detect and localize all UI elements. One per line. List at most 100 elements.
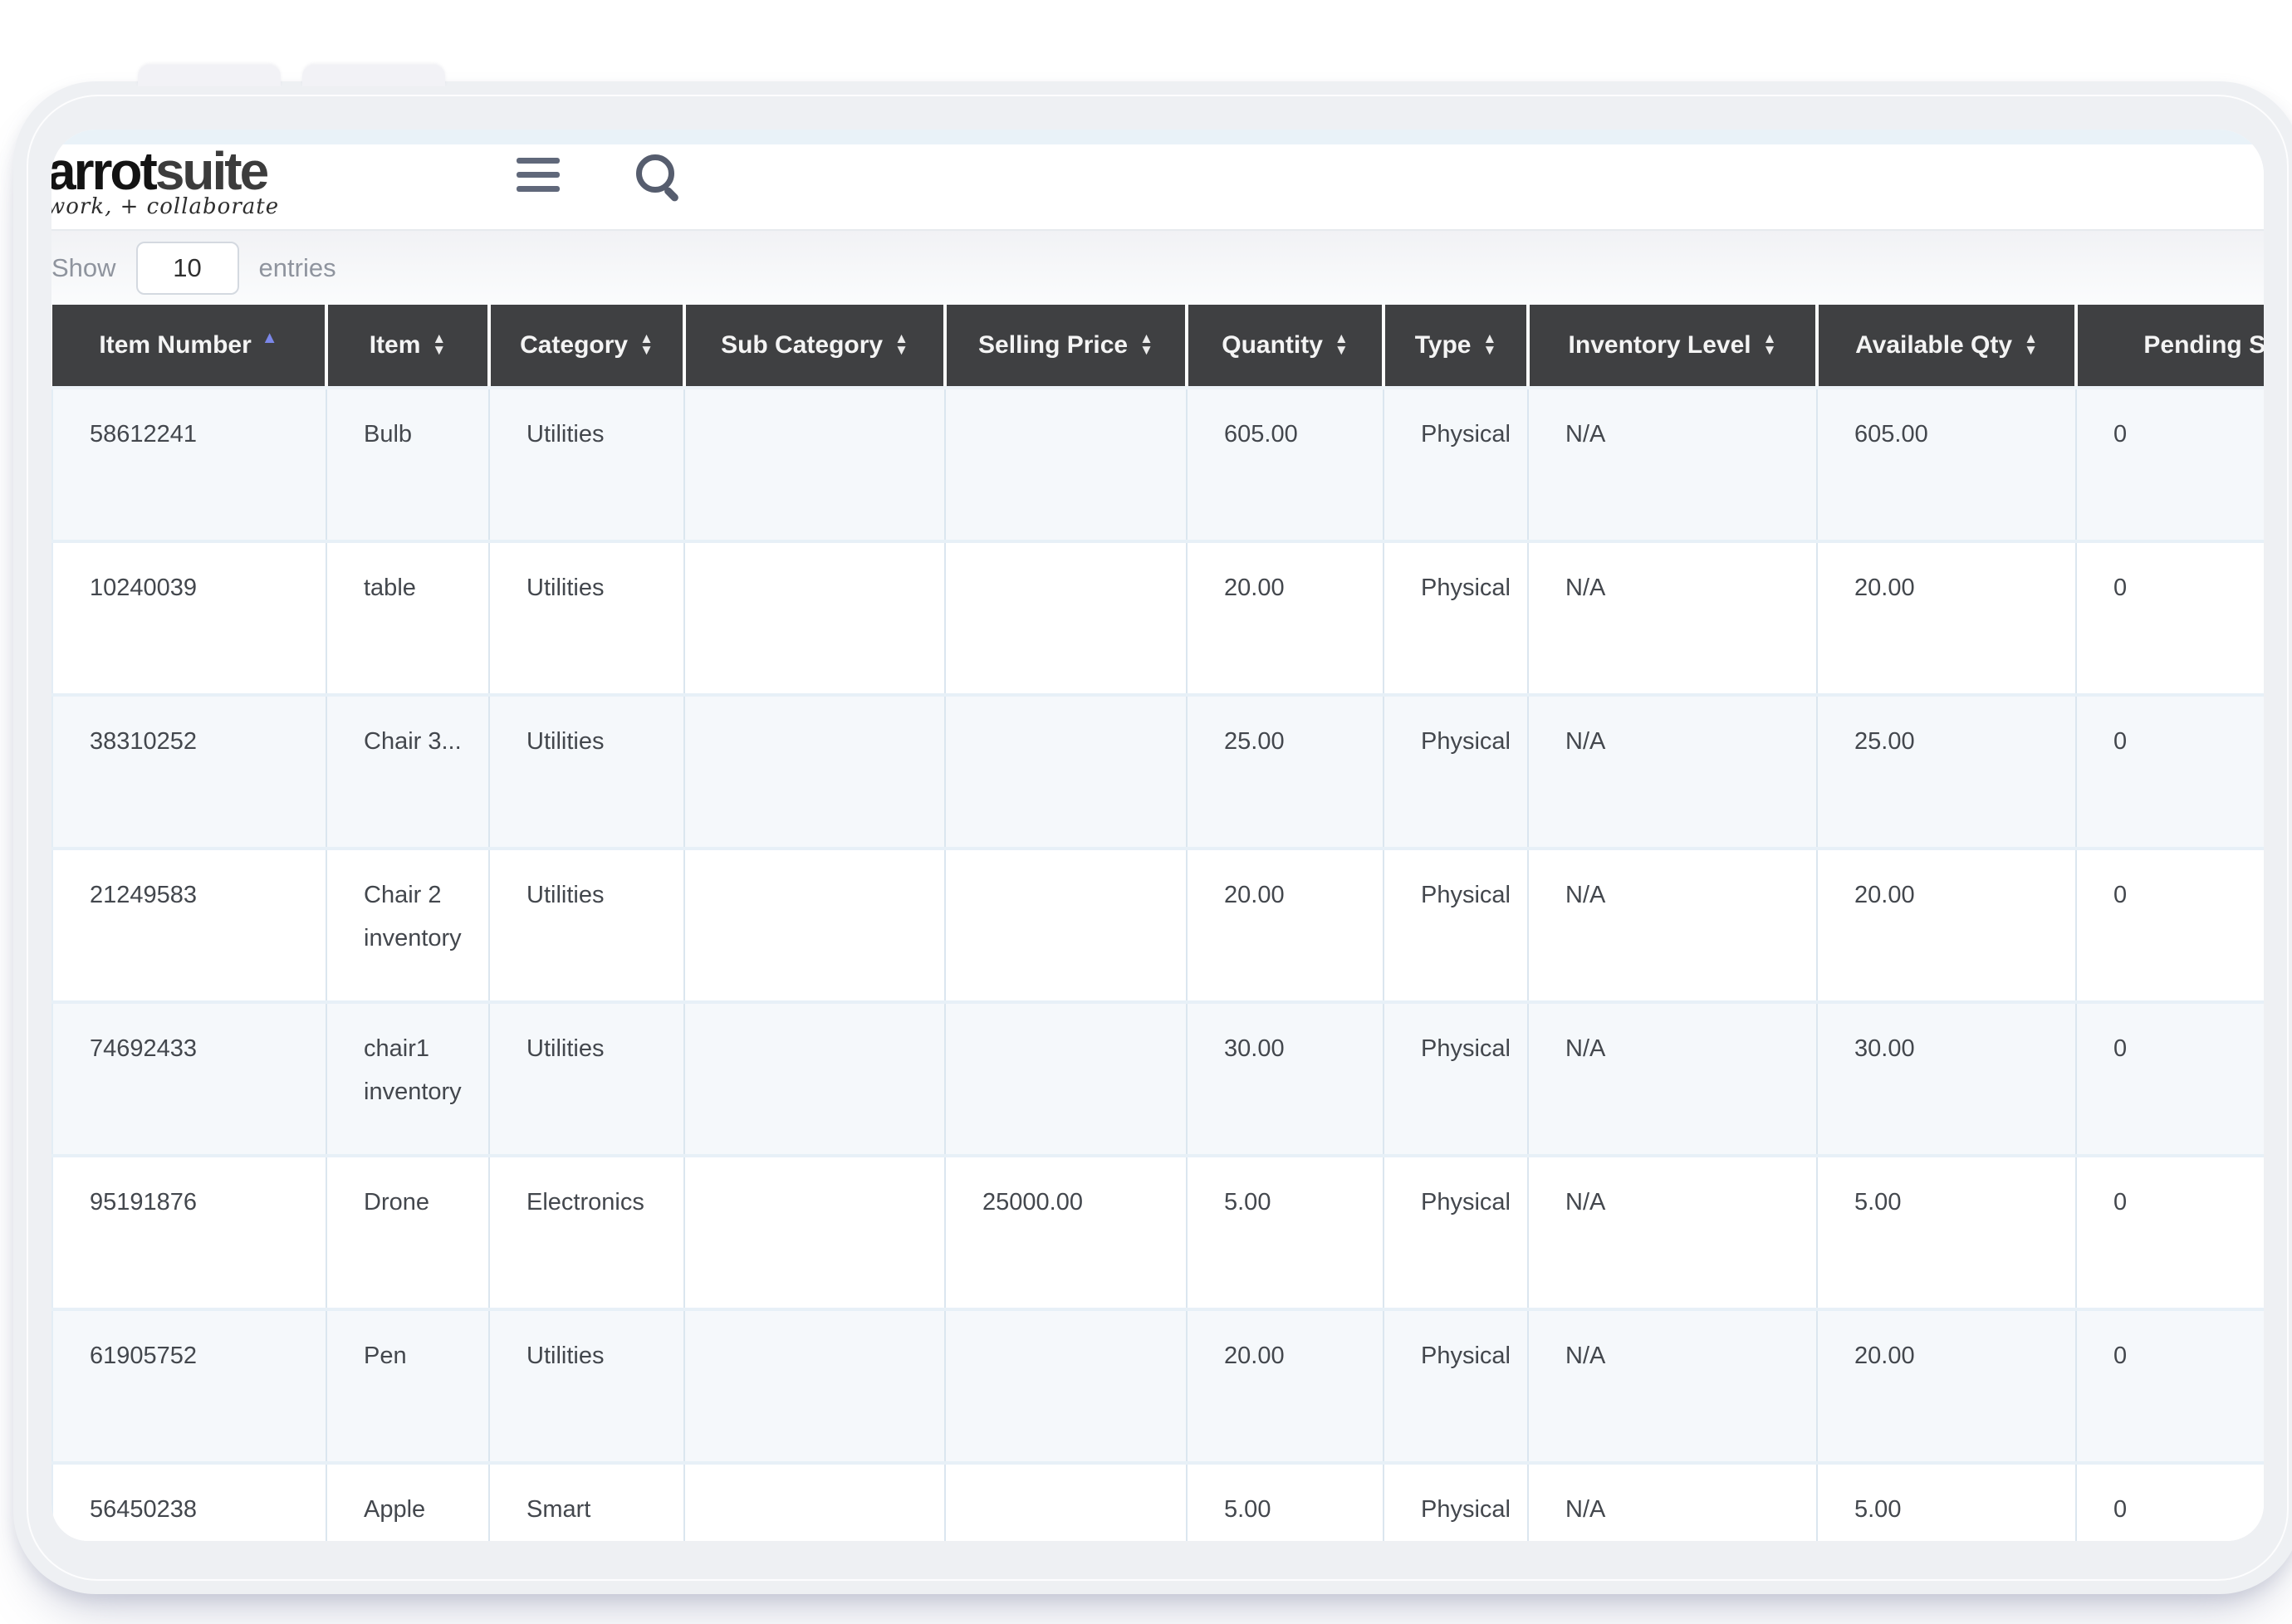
table-cell: chair1 inventory bbox=[326, 1002, 490, 1157]
sort-ascending-icon: ▲ bbox=[261, 329, 278, 347]
device-frame: arrotsuite work, + collaborate Show entr… bbox=[13, 65, 2292, 1594]
table-cell bbox=[945, 849, 1188, 1004]
table-cell bbox=[945, 388, 1188, 543]
inventory-table-container: Item Number ▲ Item ▲ ▼ Category ▲ ▼ Sub Category… bbox=[51, 305, 2264, 1541]
table-cell: 5.00 bbox=[1817, 1156, 2077, 1311]
table-row: 10240039 table Utilities 20.00 Physical N/A 20… bbox=[51, 541, 2264, 697]
table-cell: Utilities bbox=[489, 388, 685, 543]
table-cell: 20.00 bbox=[1187, 541, 1384, 697]
table-cell: Utilities bbox=[489, 541, 685, 697]
column-label: Inventory Level bbox=[1568, 331, 1751, 359]
table-cell: Smart Phones bbox=[489, 1463, 685, 1541]
table-cell: 20.00 bbox=[1817, 849, 2077, 1004]
table-cell: N/A bbox=[1528, 1309, 1818, 1465]
table-row: 38310252 Chair 3... Utilities 25.00 Physical… bbox=[51, 695, 2264, 850]
logo-tagline: work, + collaborate bbox=[51, 194, 280, 219]
entries-control-bar: Show entries bbox=[51, 231, 2264, 305]
table-cell: 74692433 bbox=[51, 1002, 327, 1157]
table-cell: 25.00 bbox=[1817, 695, 2077, 850]
hamburger-bar bbox=[517, 186, 560, 192]
table-cell: table bbox=[326, 541, 490, 697]
column-label: Item Number bbox=[99, 331, 252, 359]
table-cell: 5.00 bbox=[1817, 1463, 2077, 1541]
table-row: 58612241 Bulb Utilities 605.00 Physical N/A 60… bbox=[51, 388, 2264, 543]
table-cell: Utilities bbox=[489, 849, 685, 1004]
table-cell: Chair 3... bbox=[326, 695, 490, 850]
table-cell: Physical bbox=[1384, 388, 1529, 543]
table-cell: N/A bbox=[1528, 1463, 1818, 1541]
table-cell: N/A bbox=[1528, 695, 1818, 850]
table-cell: 20.00 bbox=[1187, 849, 1384, 1004]
table-cell: 0 bbox=[2076, 1156, 2264, 1311]
table-cell bbox=[945, 1463, 1188, 1541]
table-cell: 605.00 bbox=[1817, 388, 2077, 543]
search-lens bbox=[636, 154, 674, 193]
column-label: Quantity bbox=[1222, 331, 1323, 359]
column-header-type[interactable]: Type ▲ ▼ bbox=[1384, 305, 1530, 389]
table-cell: Utilities bbox=[489, 1002, 685, 1157]
logo-text-secondary: suite bbox=[154, 141, 269, 201]
table-cell: 30.00 bbox=[1817, 1002, 2077, 1157]
table-cell bbox=[945, 541, 1188, 697]
table-cell: 58612241 bbox=[51, 388, 327, 543]
table-row: 21249583 Chair 2 inventory Utilities 20.00 P… bbox=[51, 849, 2264, 1004]
brand-logo: arrotsuite work, + collaborate bbox=[51, 144, 279, 218]
table-cell: Physical bbox=[1384, 1002, 1529, 1157]
logo-wordmark: arrotsuite bbox=[51, 144, 279, 198]
sort-both-icon: ▲ ▼ bbox=[2024, 330, 2038, 359]
table-cell: 30.00 bbox=[1187, 1002, 1384, 1157]
column-header-available-qty[interactable]: Available Qty ▲ ▼ bbox=[1817, 305, 2078, 389]
column-header-inventory-level[interactable]: Inventory Level ▲ ▼ bbox=[1528, 305, 1819, 389]
device-frame-tab-left bbox=[138, 65, 281, 86]
table-body: 58612241 Bulb Utilities 605.00 Physical N/A 60… bbox=[51, 388, 2264, 1541]
table-cell: N/A bbox=[1528, 849, 1818, 1004]
logo-text-primary: arrot bbox=[51, 141, 158, 201]
sort-both-icon: ▲ ▼ bbox=[639, 330, 654, 359]
table-cell: 95191876 bbox=[51, 1156, 327, 1311]
table-cell: Drone bbox=[326, 1156, 490, 1311]
hamburger-bar bbox=[517, 172, 560, 178]
table-row: 95191876 Drone Electronics 25000.00 5.00 Phys… bbox=[51, 1156, 2264, 1311]
column-header-sub-category[interactable]: Sub Category ▲ ▼ bbox=[684, 305, 947, 389]
hamburger-menu-icon[interactable] bbox=[517, 158, 560, 192]
entries-count-input[interactable] bbox=[135, 241, 239, 295]
table-cell: Physical bbox=[1384, 849, 1529, 1004]
table-cell bbox=[684, 695, 946, 850]
table-cell: Apple phone bbox=[326, 1463, 490, 1541]
table-cell: 25000.00 bbox=[945, 1156, 1188, 1311]
table-cell: 0 bbox=[2076, 1002, 2264, 1157]
table-cell: 5.00 bbox=[1187, 1463, 1384, 1541]
column-header-quantity[interactable]: Quantity ▲ ▼ bbox=[1187, 305, 1385, 389]
table-cell bbox=[684, 1463, 946, 1541]
entries-label: entries bbox=[258, 252, 336, 282]
show-label: Show bbox=[51, 252, 116, 282]
table-cell: Pen bbox=[326, 1309, 490, 1465]
column-header-pending-stock[interactable]: Pending Stock▲▼ bbox=[2076, 305, 2264, 389]
table-cell bbox=[684, 1156, 946, 1311]
column-header-item[interactable]: Item ▲ ▼ bbox=[326, 305, 491, 389]
inventory-table: Item Number ▲ Item ▲ ▼ Category ▲ ▼ Sub Category… bbox=[51, 305, 2264, 1541]
header-divider bbox=[51, 229, 2264, 231]
table-cell bbox=[684, 1002, 946, 1157]
table-cell: 25.00 bbox=[1187, 695, 1384, 850]
column-header-item-number[interactable]: Item Number ▲ bbox=[52, 305, 328, 389]
column-header-category[interactable]: Category ▲ ▼ bbox=[489, 305, 686, 389]
table-cell: 61905752 bbox=[51, 1309, 327, 1465]
table-header: Item Number ▲ Item ▲ ▼ Category ▲ ▼ Sub Category… bbox=[52, 305, 2264, 389]
hamburger-bar bbox=[517, 158, 560, 164]
table-cell: 56450238 bbox=[51, 1463, 327, 1541]
search-icon[interactable] bbox=[633, 151, 683, 203]
table-cell: 0 bbox=[2076, 541, 2264, 697]
table-row: 74692433 chair1 inventory Utilities 30.00 Ph… bbox=[51, 1002, 2264, 1157]
table-cell: 0 bbox=[2076, 849, 2264, 1004]
table-cell: 20.00 bbox=[1187, 1309, 1384, 1465]
column-label: Available Qty bbox=[1855, 331, 2013, 359]
app-header: arrotsuite work, + collaborate bbox=[51, 144, 2264, 229]
table-cell bbox=[684, 849, 946, 1004]
app-screen: arrotsuite work, + collaborate Show entr… bbox=[51, 130, 2264, 1541]
table-cell: N/A bbox=[1528, 1002, 1818, 1157]
column-header-selling-price[interactable]: Selling Price ▲ ▼ bbox=[945, 305, 1188, 389]
sort-both-icon: ▲ ▼ bbox=[1139, 330, 1153, 359]
table-cell: 20.00 bbox=[1817, 1309, 2077, 1465]
